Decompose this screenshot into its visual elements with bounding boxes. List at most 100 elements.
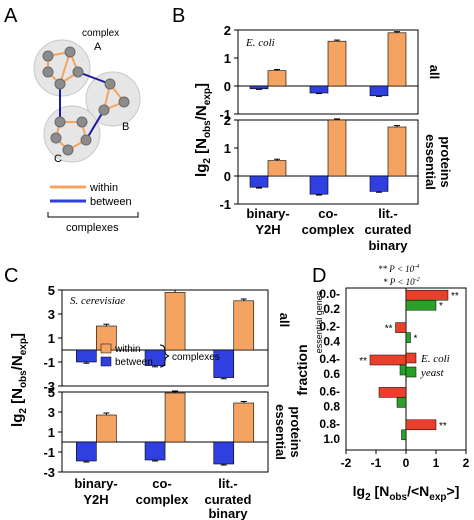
c-all-ytick-label: 5 xyxy=(48,283,55,298)
legend-between-box xyxy=(100,356,112,367)
d-bar-ecoli xyxy=(395,322,407,333)
legend-yeast-text: yeast xyxy=(420,367,445,379)
network-diagram: complex A B C xyxy=(33,28,141,165)
d-significance-mark: * xyxy=(414,334,418,345)
b-ess-ytick-label: 1 xyxy=(224,141,231,156)
panel-d-plot: -2 -1 0 1 20.0-0.2***0.2-0.4***0.4-0.6**0.6-… xyxy=(319,287,469,470)
b-ess-bar-between xyxy=(369,175,389,192)
c-ess-ytick-label: 5 xyxy=(48,385,55,400)
legend-curly-brace xyxy=(159,344,170,368)
d-significance-mark: * xyxy=(439,301,443,312)
ecoli-annotation: E. coli xyxy=(245,37,275,49)
legend-ecoli-text: E. coli xyxy=(420,353,450,365)
c-ess-ytick-label: -3 xyxy=(43,465,55,480)
d-bar-ecoli xyxy=(405,289,449,301)
b-all-bar-between xyxy=(369,85,389,97)
b-all-ytick-label: 0 xyxy=(224,79,231,94)
d-bar-ecoli xyxy=(405,419,437,431)
d-xtick-label: -1 xyxy=(371,456,382,470)
d-category-label-top: 0.0- xyxy=(319,287,340,301)
panel-b-row-all: -1 0 1 2 E. coli all xyxy=(219,23,442,122)
cat-b-1b: Y2H xyxy=(255,222,280,237)
b-ess-ytick-label: 2 xyxy=(224,113,231,128)
c-all-ytick-label: 1 xyxy=(48,331,55,346)
cat-c-2a: co- xyxy=(152,476,172,491)
panel-c-row-essential: -3 -1 1 3 5 essential proteins xyxy=(43,385,303,480)
b-all-bar-within xyxy=(387,32,407,87)
c-ess-bar-between xyxy=(144,441,166,461)
b-ess-bar-within xyxy=(387,126,407,177)
d-category-label-top: 0.4- xyxy=(319,352,340,366)
network-nodes xyxy=(42,46,130,156)
b-ess-bar-within xyxy=(267,160,287,177)
cat-b-2a: co- xyxy=(318,206,338,221)
cat-c-1a: binary- xyxy=(74,476,117,491)
b-ess-bar-between xyxy=(309,175,329,195)
d-bar-yeast xyxy=(401,429,407,441)
within-legend-label: within xyxy=(89,182,118,194)
row-label-essential-b-2: proteins xyxy=(438,136,453,187)
d-xtick-label: 1 xyxy=(433,456,440,470)
legend-brace xyxy=(47,212,139,218)
b-ess-bar-between xyxy=(249,175,269,188)
row-label-all-b: all xyxy=(427,65,442,79)
d-bar-yeast xyxy=(405,332,411,343)
d-category-label-top: 0.6- xyxy=(319,384,340,398)
d-bar-yeast xyxy=(399,364,407,376)
b-ess-ytick-label: -1 xyxy=(219,197,231,212)
d-significance-mark: ** xyxy=(439,421,447,432)
d-significance-mark: ** xyxy=(385,324,393,335)
c-ess-ytick-label: 1 xyxy=(48,425,55,440)
panel-a-label: A xyxy=(4,5,18,27)
panel-c-row-all: -3 -1 1 3 5 S. cerevisiae all within between… xyxy=(43,283,292,394)
b-all-ytick-label: 2 xyxy=(224,23,231,38)
b-all-bar-between xyxy=(309,85,329,94)
c-all-ytick-label: -1 xyxy=(43,355,55,370)
panel-d-legend: E. coli yeast xyxy=(405,352,450,379)
d-category-label-top: 0.8- xyxy=(319,417,340,431)
c-ess-bar-between xyxy=(76,441,97,462)
b-all-ytick-label: -1 xyxy=(219,107,231,122)
d-bar-ecoli xyxy=(378,387,407,398)
key-line-1: ** P < 10-4 xyxy=(378,263,419,274)
row-label-all-c: all xyxy=(277,313,292,327)
d-bar-ecoli xyxy=(369,354,407,366)
complexes-legend-label: complexes xyxy=(66,222,119,234)
d-category-label-bottom: 0.6 xyxy=(323,367,340,381)
b-ess-ytick-label: 0 xyxy=(224,169,231,184)
complex-a-label: A xyxy=(94,41,102,53)
panel-d-ylabel-sub: essential genes xyxy=(314,290,324,353)
legend-between-text: between xyxy=(115,357,153,368)
c-ess-bar-within xyxy=(233,402,255,443)
d-xtick-label: 2 xyxy=(463,456,470,470)
d-category-label-top: 0.2- xyxy=(319,320,340,334)
panel-d-label: D xyxy=(312,265,326,287)
b-all-bar-between xyxy=(249,85,269,90)
row-label-essential-c-2: proteins xyxy=(288,406,303,457)
significance-key: ** P < 10-4 * P < 10-2 xyxy=(378,263,420,287)
d-bar-yeast xyxy=(405,299,437,311)
complex-caption: complex xyxy=(82,28,119,39)
c-ess-ytick-label: -1 xyxy=(43,445,55,460)
b-all-ytick-label: 1 xyxy=(224,51,231,66)
panel-b-categories: binary- Y2H co- complex lit.- curated bi… xyxy=(246,206,411,253)
c-all-bar-within xyxy=(164,292,186,351)
cat-b-3c: binary xyxy=(368,238,408,253)
between-edges xyxy=(59,71,111,141)
between-legend-label: between xyxy=(90,196,132,208)
cat-b-2b: complex xyxy=(302,222,356,237)
cat-c-1b: Y2H xyxy=(83,492,108,507)
c-ess-bar-within xyxy=(164,392,186,443)
c-ess-ytick-label: 3 xyxy=(48,405,55,420)
d-bar-yeast xyxy=(396,397,407,408)
panel-c-all-plot: -3 -1 1 3 5 xyxy=(43,283,268,394)
cat-b-3a: lit.- xyxy=(378,206,398,221)
d-xtick-label: 0 xyxy=(403,456,410,470)
c-all-ytick-label: 3 xyxy=(48,307,55,322)
row-label-essential-c-1: essential xyxy=(273,404,288,460)
panel-c-categories: binary- Y2H co- complex lit.- curated bi… xyxy=(74,476,251,520)
complex-b-label: B xyxy=(122,121,129,133)
d-category-label-bottom: 0.8 xyxy=(323,399,340,413)
b-ess-bar-within xyxy=(327,119,347,177)
panel-c-ylabel: lg2 [Nobs/Nexp] xyxy=(9,333,29,427)
